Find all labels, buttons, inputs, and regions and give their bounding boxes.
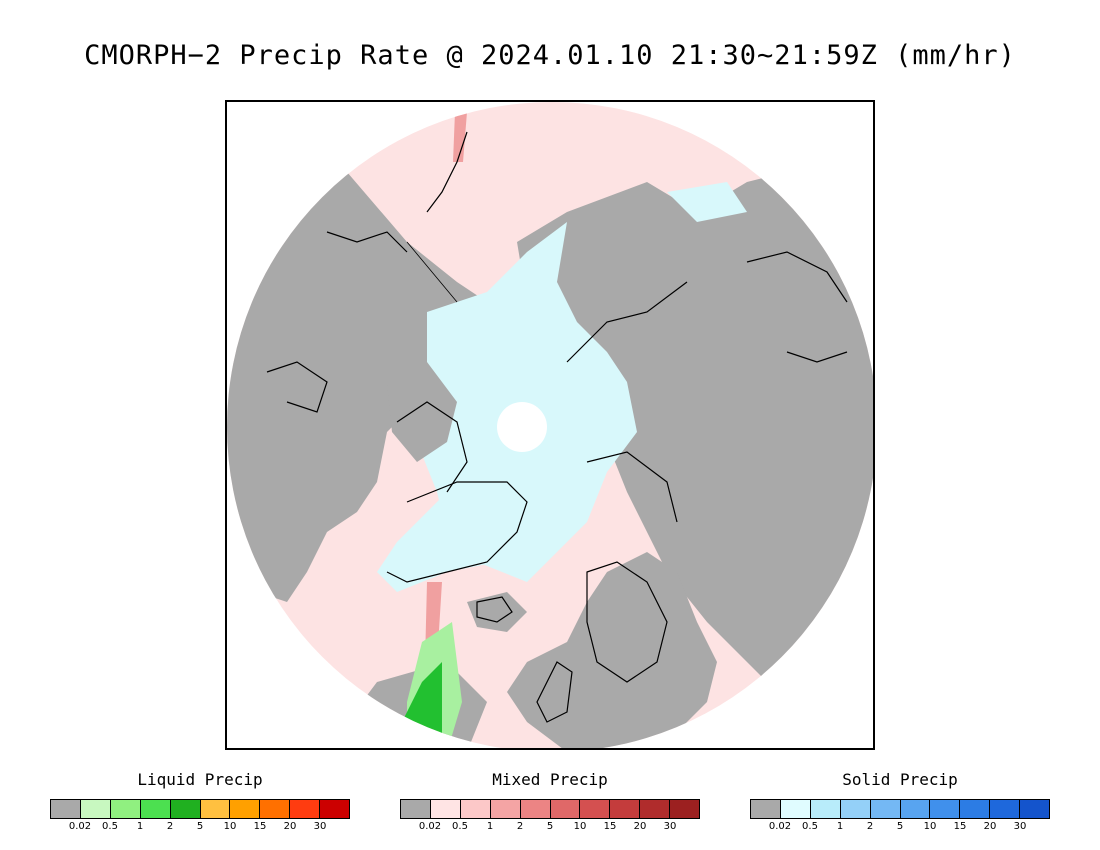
legend-tick-label: 0.5 [102,821,118,832]
bering-mixed-streak [453,112,467,162]
legend-tick-label: 5 [546,821,554,832]
legend-tick-label: 1 [136,821,144,832]
legend-swatch [290,800,321,818]
legend-swatch [110,800,141,818]
legend-swatch [170,800,201,818]
iceland-patch [467,592,527,632]
legend-swatch [930,800,961,818]
legend-solid: Solid Precip 0.02 0.5 1 2 5 10 15 20 30 [750,770,1050,835]
legend-swatch [430,800,461,818]
legend-swatch [960,800,991,818]
legend-title-mixed: Mixed Precip [492,770,608,789]
legend-tick-label: 2 [866,821,874,832]
legend-tick-label: 2 [516,821,524,832]
legend-swatch [490,800,521,818]
border-line [406,241,458,303]
legend-swatches-mixed [400,799,700,819]
polar-data-gap [497,402,547,452]
legend-tick-label: 10 [223,821,237,832]
map-svg [227,102,873,748]
legend-swatch [840,800,871,818]
legend-swatch [870,800,901,818]
legend-swatch [401,800,431,818]
legend-tick-label: 0.02 [68,821,92,832]
legend-tick-label: 1 [836,821,844,832]
legend-swatch [640,800,671,818]
legend-ticks-liquid: 0.02 0.5 1 2 5 10 15 20 30 [50,821,350,835]
archipelago-gray [387,362,457,462]
europe-land [507,552,717,748]
polar-map [225,100,875,750]
legend-ticks-solid: 0.02 0.5 1 2 5 10 15 20 30 [750,821,1050,835]
eurasia-land [517,162,873,748]
legend-tick-label: 0.02 [418,821,442,832]
legend-tick-label: 20 [633,821,647,832]
legend-ticks-mixed: 0.02 0.5 1 2 5 10 15 20 30 [400,821,700,835]
legend-swatch [260,800,291,818]
legend-swatch [550,800,581,818]
siberia-solid-precip-region [667,182,747,222]
greenland-solid-precip-region [377,462,537,592]
legend-swatch [140,800,171,818]
legend-title-solid: Solid Precip [842,770,958,789]
legend-swatch [580,800,611,818]
legend-swatch [751,800,781,818]
map-disk [227,102,873,748]
map-title: CMORPH−2 Precip Rate @ 2024.01.10 21:30~… [84,40,1016,71]
legend-swatch [320,800,350,818]
legend-mixed: Mixed Precip 0.02 0.5 1 2 5 10 15 20 30 [400,770,700,835]
legend-tick-label: 15 [603,821,617,832]
legend-swatch [51,800,81,818]
legend-tick-label: 0.5 [452,821,468,832]
north-america-land [227,172,487,602]
legend-liquid: Liquid Precip 0.02 0.5 1 2 5 10 15 20 30 [50,770,350,835]
legend-tick-label: 2 [166,821,174,832]
legend-tick-label: 0.02 [768,821,792,832]
legend-swatch [80,800,111,818]
legend-tick-label: 10 [573,821,587,832]
legend-swatch [230,800,261,818]
legend-swatch [670,800,700,818]
legend-tick-label: 1 [486,821,494,832]
legend-swatch [810,800,841,818]
legend-swatch [780,800,811,818]
legend-tick-label: 10 [923,821,937,832]
legend-swatch [610,800,641,818]
legend-swatches-solid [750,799,1050,819]
legend-tick-label: 15 [253,821,267,832]
legend-tick-label: 5 [896,821,904,832]
legend-tick-label: 30 [313,821,327,832]
legend-swatch [1020,800,1050,818]
legend-tick-label: 20 [283,821,297,832]
legend-swatches-liquid [50,799,350,819]
legend-tick-label: 20 [983,821,997,832]
legend-tick-label: 30 [1013,821,1027,832]
legend-swatch [200,800,231,818]
legend-title-liquid: Liquid Precip [137,770,263,789]
legend-swatch [990,800,1021,818]
legend-tick-label: 15 [953,821,967,832]
legend-swatch [900,800,931,818]
coastlines [266,131,848,723]
legend-tick-label: 30 [663,821,677,832]
legend-tick-label: 5 [196,821,204,832]
legend-swatch [460,800,491,818]
legend-swatch [520,800,551,818]
legend-tick-label: 0.5 [802,821,818,832]
